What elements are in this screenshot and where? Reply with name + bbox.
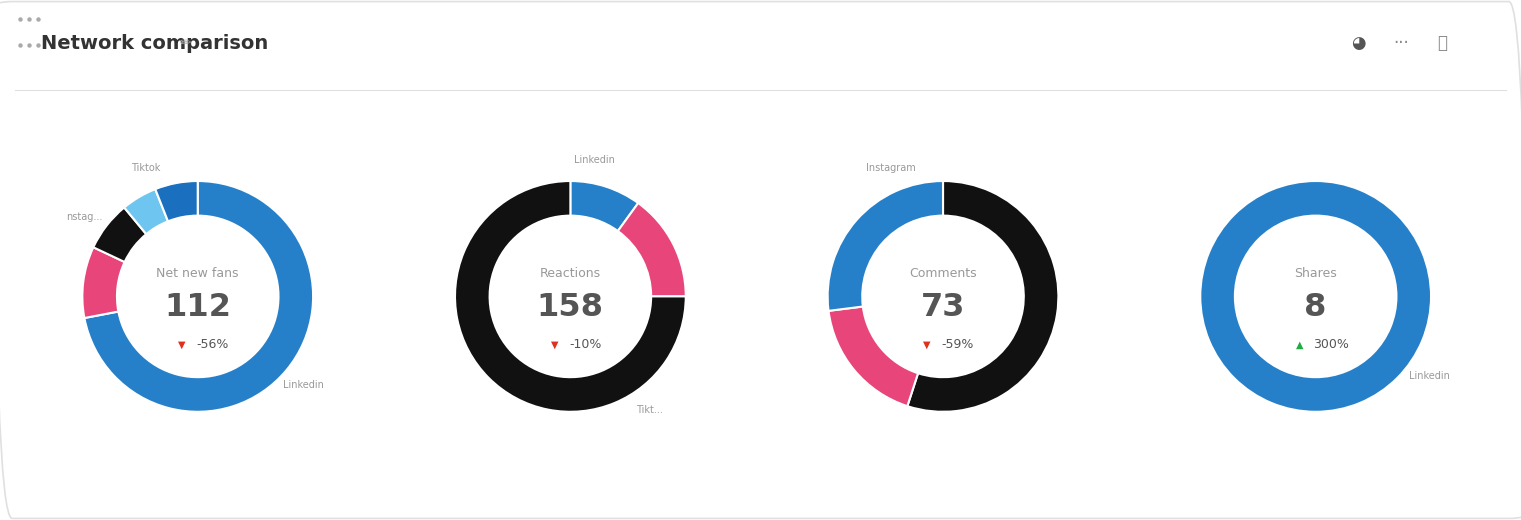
Text: Comments: Comments [910,267,976,280]
Text: -56%: -56% [196,339,230,352]
Text: 112: 112 [164,292,231,323]
Text: Network comparison: Network comparison [41,34,268,53]
Wedge shape [829,306,919,406]
Wedge shape [618,203,686,296]
Wedge shape [827,181,943,311]
Text: 158: 158 [537,292,604,323]
Wedge shape [455,181,686,412]
Wedge shape [125,189,167,234]
Wedge shape [1200,181,1431,412]
Text: ▲: ▲ [1296,340,1303,350]
Text: Linkedin: Linkedin [283,381,324,391]
Text: -10%: -10% [569,339,602,352]
Text: Net new fans: Net new fans [157,267,239,280]
Text: nstag...: nstag... [65,212,102,222]
Text: ✏: ✏ [179,36,192,50]
Wedge shape [570,181,639,231]
Text: ▼: ▼ [923,340,931,350]
Text: Linkedin: Linkedin [573,155,614,165]
Text: ▼: ▼ [551,340,558,350]
Text: Reactions: Reactions [540,267,601,280]
Text: 300%: 300% [1313,339,1349,352]
Text: 8: 8 [1305,292,1326,323]
Text: ⓘ: ⓘ [1437,34,1448,52]
Text: Instagram: Instagram [867,163,916,173]
Text: Tiktok: Tiktok [131,163,161,173]
Wedge shape [93,207,146,262]
Text: Shares: Shares [1294,267,1337,280]
Wedge shape [84,181,313,412]
Wedge shape [155,181,198,222]
Text: ···: ··· [1393,34,1408,52]
Wedge shape [908,181,1059,412]
Text: Tikt...: Tikt... [636,405,663,415]
Text: Linkedin: Linkedin [1408,371,1450,381]
Text: ◕: ◕ [1351,34,1366,52]
Wedge shape [82,248,125,318]
Text: ▼: ▼ [178,340,186,350]
Text: -59%: -59% [941,339,975,352]
Text: 73: 73 [920,292,966,323]
